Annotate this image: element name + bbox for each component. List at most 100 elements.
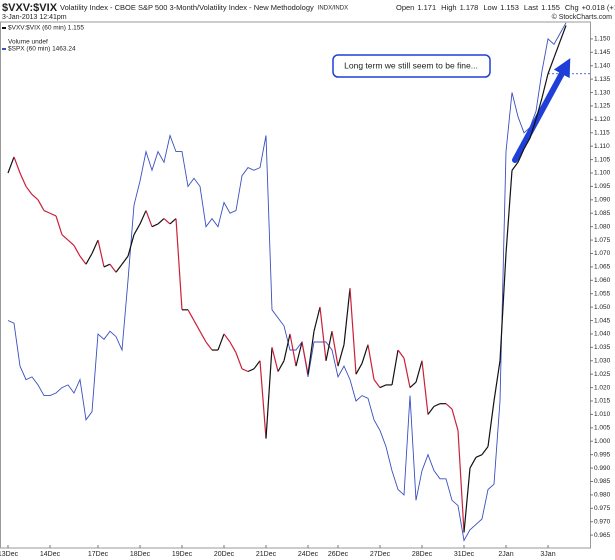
- price-segment: [55, 215, 63, 235]
- price-segment: [403, 357, 411, 388]
- x-tick-label: 20Dec: [214, 551, 235, 558]
- x-tick-label: 21Dec: [256, 551, 277, 558]
- y-tick-label: 1.025: [594, 371, 611, 378]
- price-segment: [127, 234, 135, 257]
- price-segment: [559, 25, 567, 42]
- price-segment: [463, 468, 471, 533]
- x-tick-label: 24Dec: [298, 551, 319, 558]
- x-tick-label: 19Dec: [172, 551, 193, 558]
- price-segment: [427, 406, 435, 415]
- price-segment: [193, 320, 201, 332]
- exchange: INDX/INDX: [318, 6, 348, 12]
- price-segment: [319, 307, 327, 361]
- price-segment: [313, 306, 321, 332]
- price-segment: [265, 347, 273, 439]
- x-tick-label: 26Dec: [328, 551, 349, 558]
- price-segment: [91, 239, 99, 254]
- x-tick-label: 14Dec: [40, 551, 61, 558]
- price-segment: [397, 349, 405, 359]
- price-segment: [307, 331, 315, 375]
- price-segment: [7, 156, 15, 174]
- price-segment: [229, 341, 237, 354]
- price-segment: [253, 360, 261, 370]
- price-segment: [379, 384, 387, 389]
- quote-name: High: [441, 3, 456, 12]
- y-tick-label: 1.120: [594, 116, 611, 123]
- price-segment: [433, 403, 441, 407]
- y-tick-label: 1.015: [594, 398, 611, 405]
- price-segment: [121, 255, 129, 265]
- x-tick-label: 3Jan: [540, 551, 555, 558]
- price-segment: [529, 119, 537, 139]
- y-tick-label: 1.035: [594, 344, 611, 351]
- price-segment: [541, 73, 549, 99]
- y-tick-label: 0.970: [594, 518, 611, 525]
- y-tick-label: 1.045: [594, 317, 611, 324]
- price-segment: [355, 363, 363, 375]
- price-segment: [25, 186, 33, 195]
- y-tick-label: 1.105: [594, 156, 611, 163]
- quote-name: Low: [483, 3, 497, 12]
- price-segment: [481, 446, 489, 456]
- quote-name: Last: [524, 3, 539, 12]
- price-segment: [31, 194, 39, 201]
- price-segment: [457, 430, 465, 533]
- price-segment: [331, 331, 339, 367]
- price-segment: [19, 172, 27, 187]
- price-segment: [283, 333, 291, 361]
- y-tick-label: 1.100: [594, 170, 611, 177]
- y-tick-label: 1.040: [594, 331, 611, 338]
- quote-value: 1.178: [460, 3, 479, 12]
- y-tick-label: 1.005: [594, 425, 611, 432]
- quote-value: 1.155: [541, 3, 560, 12]
- x-tick-label: 18Dec: [130, 551, 151, 558]
- price-segment: [79, 255, 87, 265]
- y-tick-label: 1.145: [594, 49, 611, 56]
- price-segment: [499, 253, 507, 361]
- x-tick-label: 13Dec: [0, 551, 19, 558]
- price-segment: [85, 253, 93, 265]
- price-segment: [61, 234, 69, 241]
- price-segment: [139, 210, 147, 225]
- y-tick-label: 1.140: [594, 62, 611, 69]
- price-segment: [445, 403, 453, 410]
- price-segment: [175, 218, 183, 310]
- y-tick-label: 1.060: [594, 277, 611, 284]
- price-segment: [235, 352, 243, 370]
- y-tick-label: 0.965: [594, 532, 611, 539]
- price-segment: [451, 408, 459, 431]
- price-segment: [157, 218, 165, 225]
- legend-note: Volume undef: [8, 39, 48, 46]
- y-tick-label: 1.115: [594, 129, 610, 136]
- price-segment: [97, 239, 105, 268]
- price-segment: [511, 161, 519, 171]
- price-segment: [391, 349, 399, 386]
- y-tick-label: 1.070: [594, 250, 611, 257]
- price-segment: [523, 137, 531, 150]
- y-tick-label: 1.135: [594, 76, 611, 83]
- price-segment: [493, 360, 501, 402]
- price-segment: [469, 457, 477, 469]
- quote-value: 1.153: [500, 3, 519, 12]
- price-segment: [517, 148, 525, 163]
- price-segment: [505, 170, 513, 254]
- price-segment: [337, 344, 345, 367]
- y-tick-label: 0.990: [594, 465, 611, 472]
- price-segment: [349, 288, 357, 375]
- y-tick-label: 0.975: [594, 505, 611, 512]
- price-segment: [187, 309, 195, 321]
- quote-value: +0.018 (+1.56%): [582, 3, 615, 12]
- annotation: Long term we still seem to be fine...: [344, 60, 478, 70]
- price-segment: [151, 223, 159, 228]
- y-tick-label: 1.020: [594, 384, 611, 391]
- y-tick-label: 1.000: [594, 438, 611, 445]
- price-segment: [145, 210, 153, 227]
- price-segment: [421, 360, 429, 415]
- price-segment: [43, 210, 51, 214]
- price-segment: [343, 288, 351, 345]
- y-tick-label: 1.010: [594, 411, 611, 418]
- y-tick-label: 1.075: [594, 237, 611, 244]
- price-segment: [169, 218, 177, 225]
- price-segment: [241, 368, 249, 373]
